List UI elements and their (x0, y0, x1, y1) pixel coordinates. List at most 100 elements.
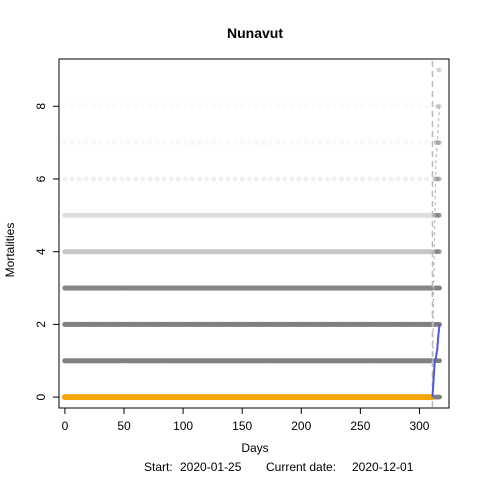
simulation-point (230, 249, 236, 255)
simulation-point (218, 176, 224, 182)
simulation-point (126, 212, 132, 218)
y-tick-label: 2 (34, 321, 48, 328)
simulation-point (227, 212, 233, 218)
simulation-point (329, 212, 335, 218)
simulation-point (353, 249, 359, 255)
simulation-point (310, 140, 316, 146)
simulation-point (204, 249, 210, 255)
simulation-point (400, 249, 406, 255)
simulation-point (121, 249, 127, 255)
simulation-point (211, 212, 217, 218)
simulation-point (317, 140, 323, 146)
simulation-point (310, 176, 316, 182)
simulation-point (310, 212, 316, 218)
simulation-point (171, 212, 177, 218)
simulation-point (192, 249, 198, 255)
simulation-point (402, 176, 408, 182)
simulation-point (303, 104, 308, 109)
simulation-point (260, 176, 267, 182)
simulation-point (357, 249, 363, 255)
simulation-point (111, 140, 118, 146)
simulation-point (338, 249, 345, 255)
footer: Start: 2020-01-25 Current date: 2020-12-… (144, 460, 414, 474)
simulation-point (284, 212, 290, 218)
simulation-point (95, 249, 101, 255)
simulation-point (334, 249, 340, 255)
simulation-point (265, 212, 271, 218)
simulation-point (324, 249, 330, 255)
simulation-point (268, 104, 273, 109)
simulation-point (197, 140, 203, 146)
simulation-point (241, 212, 248, 218)
simulation-point (199, 249, 205, 255)
simulation-point (296, 249, 302, 255)
simulation-point (223, 249, 229, 255)
simulation-point (350, 249, 356, 255)
simulation-point (123, 249, 129, 255)
simulation-point (128, 212, 134, 218)
simulation-point (345, 249, 352, 255)
simulation-point (369, 249, 375, 255)
simulation-point (95, 212, 101, 218)
simulation-point (76, 249, 82, 255)
simulation-point (130, 212, 137, 218)
simulation-point (275, 176, 281, 182)
simulation-point (360, 176, 366, 182)
simulation-point (246, 176, 252, 182)
projection-point (437, 249, 442, 255)
simulation-point (331, 176, 337, 182)
simulation-point (263, 249, 269, 255)
simulation-point (383, 249, 389, 255)
simulation-point (296, 140, 302, 146)
simulation-point (343, 249, 349, 255)
simulation-point (239, 140, 245, 146)
simulation-point (215, 212, 222, 218)
y-tick-label: 8 (34, 103, 48, 110)
simulation-point (367, 104, 372, 109)
simulation-point (360, 140, 366, 146)
simulation-point (85, 249, 92, 255)
simulation-point (239, 249, 245, 255)
observed-series (61, 394, 435, 401)
simulation-point (289, 140, 295, 146)
simulation-point (388, 140, 394, 146)
simulation-point (85, 212, 92, 218)
simulation-point (161, 212, 167, 218)
simulation-point (298, 212, 304, 218)
simulation-point (178, 212, 184, 218)
simulation-point (154, 104, 159, 109)
simulation-point (260, 212, 267, 218)
simulation-point (395, 212, 401, 218)
simulation-point (223, 212, 229, 218)
simulation-point (381, 249, 387, 255)
simulation-point (90, 249, 96, 255)
simulation-point (111, 176, 118, 182)
simulation-point (334, 212, 340, 218)
simulation-point (116, 212, 122, 218)
simulation-point (119, 212, 125, 218)
simulation-point (204, 104, 209, 109)
simulation-point (315, 212, 321, 218)
projection-point (437, 67, 442, 73)
simulation-point (407, 212, 413, 218)
simulation-point (303, 212, 309, 218)
fitted-projection-line (431, 324, 441, 398)
simulation-point (225, 176, 231, 182)
simulation-point (331, 249, 337, 255)
y-tick-label: 6 (34, 175, 48, 182)
simulation-point (197, 176, 203, 182)
simulation-point (362, 249, 368, 255)
simulation-point (201, 249, 207, 255)
simulation-point (388, 176, 394, 182)
simulation-point (90, 176, 96, 182)
simulation-point (189, 249, 196, 255)
simulation-point (289, 176, 295, 182)
simulation-point (325, 104, 330, 109)
simulation-point (152, 249, 158, 255)
simulation-point (199, 212, 205, 218)
simulation-point (178, 249, 184, 255)
simulation-point (258, 249, 264, 255)
simulation-point (339, 104, 344, 109)
simulation-point (298, 249, 304, 255)
